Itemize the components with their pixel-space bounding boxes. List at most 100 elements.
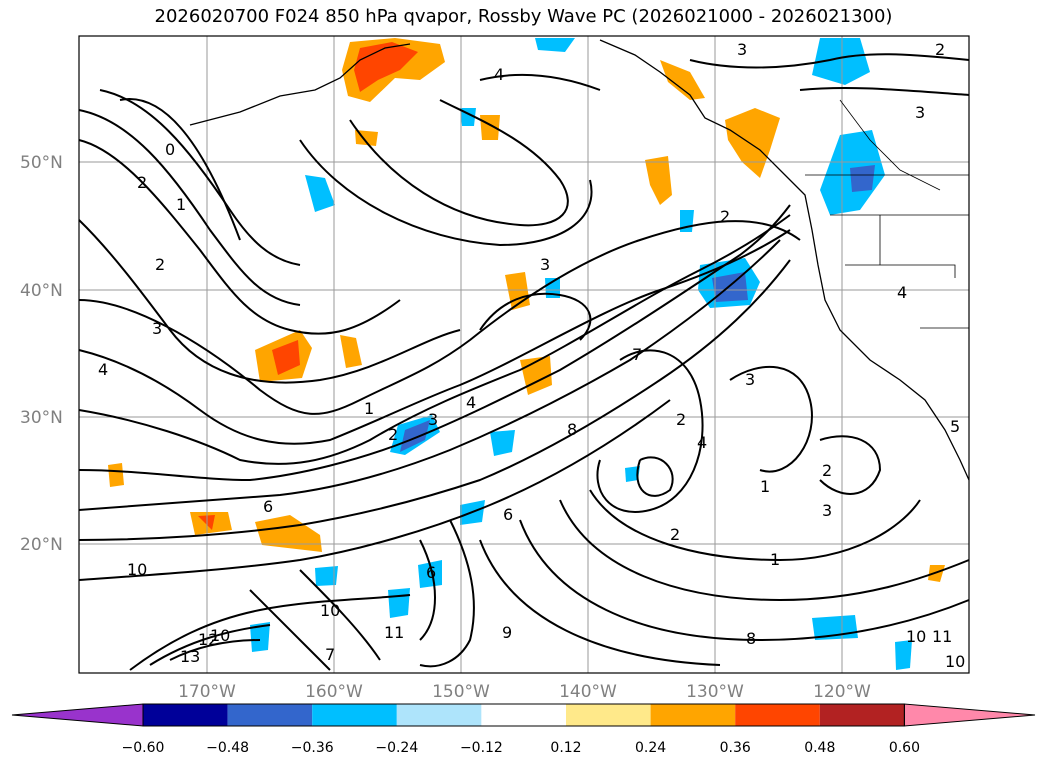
shade-patch-darkblue — [400, 420, 430, 452]
contour-label: 1 — [364, 399, 374, 418]
colorbar-tick-label: −0.48 — [206, 740, 249, 756]
lon-label: 170°W — [178, 682, 236, 702]
contour-lines — [78, 53, 970, 671]
colorbar-bin — [312, 704, 397, 726]
contour-label-layer: 0 1 2 2 3 4 4 3 3 2 2 3 4 1 2 3 4 8 7 4 … — [98, 40, 965, 671]
colorbar-bin — [566, 704, 651, 726]
shade-patch-blue — [388, 588, 410, 618]
contour-label: 7 — [325, 645, 335, 664]
contour-label: 12 — [198, 630, 218, 649]
colorbar-frame — [142, 703, 905, 727]
lon-label: 140°W — [559, 682, 617, 702]
contour-label: 4 — [98, 360, 108, 379]
contour-label: 3 — [915, 103, 925, 122]
colorbar-bin — [143, 704, 228, 726]
contour-label: 10 — [906, 627, 926, 646]
lon-label: 160°W — [305, 682, 363, 702]
contour-label: 4 — [897, 283, 907, 302]
contour-label: 1 — [760, 477, 770, 496]
shade-patch-orange — [340, 335, 362, 368]
contour-label: 8 — [746, 629, 756, 648]
shade-patch-orange — [725, 108, 780, 178]
contour-label: 3 — [540, 255, 550, 274]
shade-patch-blue — [625, 466, 640, 482]
contour-label: 4 — [466, 393, 476, 412]
contour-label: 10 — [320, 601, 340, 620]
shade-patch-orange — [660, 60, 705, 100]
shade-patch-orange — [480, 115, 500, 140]
lat-label: 40°N — [20, 281, 63, 301]
lon-label: 150°W — [432, 682, 490, 702]
shade-patch-blue — [535, 38, 575, 52]
colorbar-bin — [396, 704, 482, 726]
contour-label: 5 — [950, 417, 960, 436]
colorbar-bin — [735, 704, 820, 726]
shade-patch-blue — [250, 622, 270, 652]
lat-label: 20°N — [20, 535, 63, 555]
contour-label: 11 — [384, 623, 404, 642]
shade-patch-darkblue — [850, 165, 875, 192]
contour-label: 6 — [263, 497, 273, 516]
contour-label: 2 — [935, 40, 945, 59]
contour-label: 1 — [176, 195, 186, 214]
contour-label: 1 — [770, 550, 780, 569]
map-title: 2026020700 F024 850 hPa qvapor, Rossby W… — [154, 6, 893, 27]
coastline — [189, 39, 970, 481]
shade-patch-orange — [255, 515, 322, 552]
colorbar-over-arrow — [903, 703, 1036, 727]
contour-label: 2 — [670, 525, 680, 544]
shade-patch-orange — [928, 565, 945, 582]
colorbar-tick-label: 0.12 — [550, 740, 581, 756]
lat-label: 30°N — [20, 408, 63, 428]
contour-label: 3 — [737, 40, 747, 59]
colorbar-tick-label: −0.12 — [460, 740, 503, 756]
contour-label: 3 — [745, 370, 755, 389]
contour-label: 3 — [822, 501, 832, 520]
shade-patch-blue — [490, 430, 515, 456]
shade-patch-red — [272, 340, 300, 375]
contour-label: 10 — [945, 652, 965, 671]
colorbar-tick-label: −0.36 — [291, 740, 334, 756]
contour-label: 4 — [697, 433, 707, 452]
contour-label: 3 — [428, 410, 438, 429]
contour-label: 10 — [127, 560, 147, 579]
shade-patch-blue — [315, 566, 338, 586]
contour-label: 2 — [676, 410, 686, 429]
colorbar-bin — [227, 704, 313, 726]
colorbar-tick-label: 0.48 — [804, 740, 835, 756]
shade-patch-orange — [108, 463, 124, 487]
lon-label: 120°W — [813, 682, 871, 702]
contour-label: 2 — [155, 255, 165, 274]
map-panel: 0 1 2 2 3 4 4 3 3 2 2 3 4 1 2 3 4 8 7 4 … — [78, 35, 970, 674]
contour-label: 2 — [137, 173, 147, 192]
contour-label: 3 — [152, 319, 162, 338]
contour-label: 0 — [165, 140, 175, 159]
lon-axis: 170°W 160°W 150°W 140°W 130°W 120°W — [178, 682, 871, 702]
contour-label: 2 — [720, 207, 730, 226]
colorbar-under-arrow — [11, 703, 144, 727]
contour-label: 6 — [503, 505, 513, 524]
shade-patch-blue — [895, 640, 912, 670]
contour-label: 9 — [502, 623, 512, 642]
lat-label: 50°N — [20, 153, 63, 173]
shade-patch-blue — [418, 560, 442, 588]
contour-label: 8 — [567, 420, 577, 439]
contour-label: 4 — [494, 65, 504, 84]
lat-axis: 50°N 40°N 30°N 20°N — [20, 153, 63, 555]
colorbar: −0.60 −0.48 −0.36 −0.24 −0.12 0.12 0.24 0.36 0.4… — [11, 703, 1036, 756]
map-frame — [78, 35, 970, 674]
contour-label: 2 — [388, 425, 398, 444]
shade-patch-darkblue — [712, 272, 748, 302]
contour-label: 2 — [822, 461, 832, 480]
contour-label: 10 — [210, 626, 230, 645]
contour-label: 13 — [180, 647, 200, 666]
colorbar-bin — [481, 704, 566, 726]
shade-patch-blue — [305, 175, 335, 212]
contour-label: 7 — [632, 345, 642, 364]
colorbar-tick-label: 0.36 — [720, 740, 751, 756]
colorbar-tick-label: 0.24 — [635, 740, 666, 756]
lon-label: 130°W — [686, 682, 744, 702]
contour-label: 6 — [426, 563, 436, 582]
colorbar-tick-label: 0.60 — [889, 740, 920, 756]
